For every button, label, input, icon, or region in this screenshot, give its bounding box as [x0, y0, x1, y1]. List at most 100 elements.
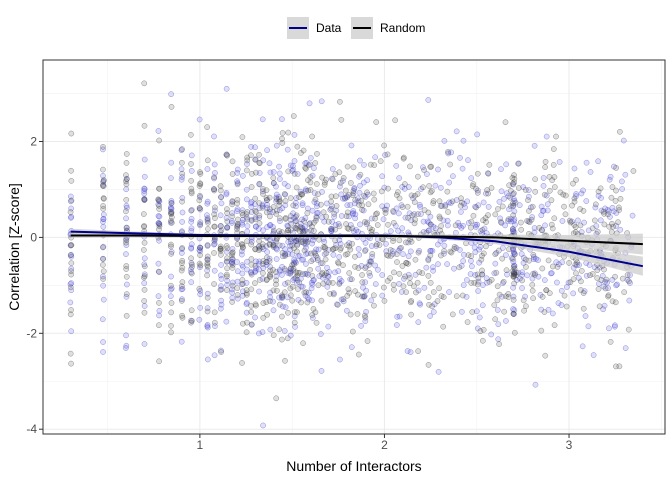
scatter-point	[488, 185, 495, 191]
scatter-point	[264, 249, 271, 255]
scatter-point	[530, 252, 537, 258]
scatter-point	[330, 246, 337, 252]
scatter-point	[441, 137, 448, 144]
scatter-point	[371, 196, 378, 203]
grid-minor	[43, 60, 665, 434]
scatter-point	[349, 225, 356, 232]
scatter-point	[204, 272, 210, 279]
scatter-point	[239, 134, 246, 140]
scatter-point	[344, 292, 351, 299]
scatter-point	[469, 183, 476, 190]
scatter-point	[100, 166, 106, 173]
scatter-point	[189, 261, 195, 268]
scatter-point	[256, 220, 263, 227]
scatter-point	[315, 191, 321, 198]
scatter-point	[357, 221, 363, 228]
scatter-point	[204, 198, 211, 205]
scatter-point	[141, 263, 148, 270]
scatter-point	[605, 211, 611, 218]
scatter-point	[384, 278, 391, 284]
scatter-point	[390, 219, 397, 226]
scatter-point	[229, 256, 236, 262]
scatter-point	[380, 216, 387, 223]
scatter-point	[478, 256, 485, 263]
scatter-point	[369, 226, 376, 233]
scatter-point	[306, 100, 313, 107]
scatter-point	[488, 331, 495, 338]
scatter-point	[267, 213, 273, 220]
scatter-point	[123, 196, 130, 203]
scatter-point	[141, 80, 148, 87]
x-tick-label: 1	[197, 438, 204, 452]
scatter-point	[155, 213, 162, 219]
scatter-point	[67, 281, 74, 288]
scatter-point	[318, 98, 325, 105]
scatter-point	[517, 219, 524, 226]
scatter-point	[529, 282, 536, 288]
scatter-point	[408, 311, 415, 318]
scatter-point	[479, 302, 486, 309]
legend-item-data: Data	[287, 17, 342, 39]
scatter-point	[273, 281, 279, 288]
scatter-point	[319, 260, 326, 267]
scatter-point	[496, 341, 502, 347]
scatter-point	[263, 187, 270, 194]
scatter-point	[530, 295, 536, 302]
scatter-point	[294, 222, 301, 229]
scatter-point	[361, 312, 368, 319]
scatter-point	[67, 350, 74, 357]
scatter-point	[309, 273, 316, 279]
scatter-point	[68, 177, 75, 184]
scatter-point	[468, 175, 475, 181]
scatter-point	[472, 221, 479, 228]
scatter-point	[67, 284, 74, 291]
scatter-point	[299, 191, 305, 198]
scatter-point	[522, 256, 529, 263]
scatter-point	[179, 257, 186, 264]
scatter-point	[563, 284, 570, 290]
scatter-point	[595, 158, 601, 165]
scatter-point	[248, 152, 254, 159]
scatter-point	[498, 166, 504, 173]
scatter-point	[435, 166, 441, 173]
scatter-point	[503, 161, 510, 168]
scatter-point	[179, 264, 186, 271]
scatter-point	[393, 162, 400, 169]
scatter-point	[270, 298, 276, 305]
scatter-point	[244, 223, 251, 229]
scatter-point	[515, 185, 522, 191]
scatter-point	[329, 175, 335, 182]
scatter-point	[352, 215, 359, 222]
scatter-point	[68, 213, 75, 220]
scatter-point	[260, 258, 267, 264]
scatter-point	[429, 303, 436, 310]
scatter-point	[522, 187, 529, 193]
scatter-point	[529, 203, 536, 210]
scatter-point	[291, 245, 297, 252]
scatter-point	[362, 314, 369, 321]
scatter-point	[277, 215, 283, 222]
scatter-point	[279, 130, 286, 136]
scatter-point	[624, 272, 631, 278]
scatter-point	[270, 332, 277, 339]
scatter-point	[123, 160, 130, 166]
scatter-point	[457, 247, 463, 253]
scatter-point	[294, 143, 301, 150]
scatter-point	[575, 217, 581, 224]
scatter-point	[223, 85, 230, 92]
scatter-point	[571, 165, 578, 172]
scatter-point	[467, 224, 474, 231]
scatter-point	[587, 272, 593, 279]
scatter-point	[473, 224, 479, 230]
scatter-point	[515, 160, 522, 167]
scatter-point	[451, 243, 458, 250]
scatter-point	[365, 201, 372, 208]
scatter-point	[204, 200, 211, 207]
scatter-point	[155, 293, 162, 300]
scatter-point	[293, 212, 300, 219]
scatter-point	[368, 297, 375, 304]
scatter-point	[204, 290, 211, 297]
scatter-point	[156, 322, 162, 329]
scatter-point	[526, 208, 532, 214]
scatter-point	[141, 298, 148, 304]
